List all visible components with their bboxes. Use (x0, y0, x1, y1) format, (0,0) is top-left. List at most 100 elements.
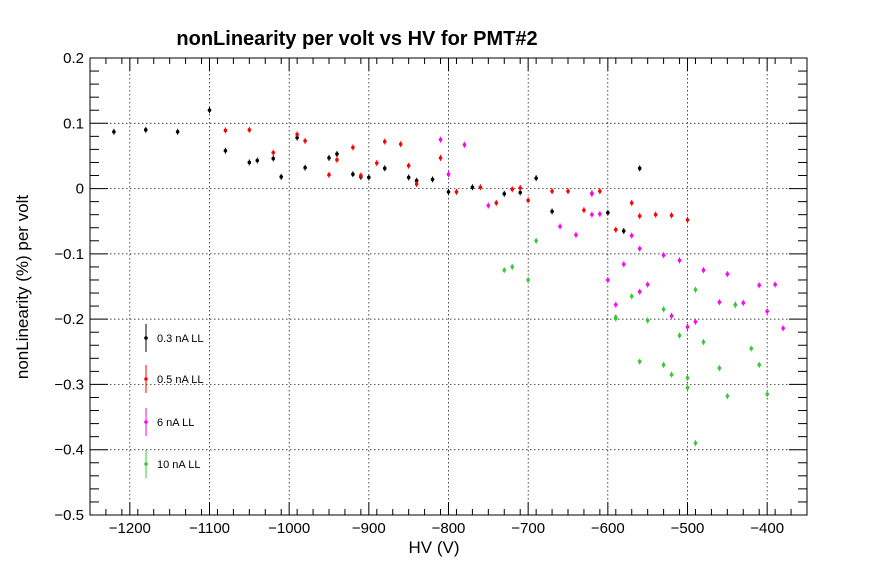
point-marker (677, 333, 682, 338)
point-marker (765, 309, 769, 314)
data-point (486, 202, 491, 209)
y-tick-label: 0 (76, 181, 84, 198)
data-point (494, 199, 499, 206)
point-marker (701, 340, 706, 344)
data-point (757, 361, 761, 368)
y-tick-label: 0.1 (63, 115, 84, 132)
data-point (414, 181, 419, 188)
point-marker (462, 143, 467, 147)
point-marker (614, 302, 618, 307)
data-point (701, 338, 706, 345)
legend-item: 0.3 nA LL (144, 324, 204, 352)
point-marker (502, 268, 507, 272)
data-point (685, 323, 690, 330)
x-tick-label: −800 (432, 520, 466, 537)
data-point (645, 317, 650, 324)
data-point (430, 176, 435, 183)
point-marker (271, 150, 276, 155)
point-marker (303, 165, 307, 170)
data-point (255, 157, 260, 164)
point-marker (414, 182, 419, 186)
point-marker (558, 224, 562, 229)
x-tick-label: −400 (750, 520, 784, 537)
legend-label: 10 nA LL (157, 459, 200, 471)
point-marker (382, 166, 387, 171)
data-point (438, 154, 443, 161)
data-point (550, 208, 554, 215)
point-marker (223, 148, 228, 153)
data-point (247, 159, 252, 166)
point-marker (566, 189, 570, 193)
data-point (781, 325, 785, 332)
point-marker (765, 392, 769, 397)
data-point (765, 391, 769, 398)
x-tick-label: −900 (352, 520, 386, 537)
point-marker (717, 366, 722, 370)
point-marker (621, 262, 626, 267)
data-point (629, 199, 634, 206)
point-marker (582, 208, 586, 212)
point-marker (518, 186, 522, 190)
point-marker (526, 278, 530, 282)
data-point (335, 156, 339, 163)
data-point (271, 155, 276, 162)
data-point (446, 171, 451, 178)
data-point (478, 184, 483, 191)
x-tick-label: −600 (591, 520, 625, 537)
point-marker (661, 253, 666, 257)
data-point (661, 252, 666, 259)
data-point (669, 212, 674, 219)
data-point (502, 267, 507, 274)
point-marker (693, 287, 698, 292)
point-marker (271, 156, 276, 161)
data-point (351, 144, 355, 151)
data-point (614, 226, 618, 233)
data-point (327, 171, 331, 178)
point-marker (279, 175, 284, 179)
data-point (621, 261, 626, 268)
point-marker (693, 319, 698, 324)
data-point (518, 184, 522, 191)
point-marker (598, 212, 602, 216)
data-point (685, 216, 690, 223)
data-point (725, 271, 730, 278)
point-marker (550, 189, 554, 193)
point-marker (510, 187, 515, 192)
point-marker (247, 160, 252, 165)
point-marker (645, 282, 650, 287)
data-point (590, 211, 594, 218)
point-marker (685, 325, 690, 329)
data-point (367, 174, 371, 181)
data-point (637, 212, 642, 219)
data-point (701, 267, 706, 274)
point-marker (733, 302, 738, 307)
point-marker (757, 363, 761, 367)
data-point (223, 147, 228, 154)
legend-item: 0.5 nA LL (144, 365, 204, 393)
point-marker (669, 372, 674, 377)
data-point (574, 231, 578, 238)
data-point (637, 358, 642, 365)
point-marker (621, 229, 626, 233)
legend-label: 0.3 nA LL (157, 333, 204, 345)
legend-item: 10 nA LL (144, 450, 200, 478)
point-marker (446, 172, 451, 177)
point-marker (550, 209, 554, 214)
data-point (582, 207, 586, 214)
point-marker (351, 145, 355, 150)
data-point (645, 281, 650, 288)
point-marker (725, 272, 730, 276)
point-marker (590, 212, 594, 217)
point-marker (470, 185, 475, 190)
point-marker (606, 278, 610, 282)
data-point (637, 165, 642, 172)
data-point (685, 374, 690, 381)
point-marker (303, 139, 307, 143)
legend-marker (144, 420, 148, 424)
data-point (398, 141, 403, 148)
data-point (382, 138, 387, 145)
legend-label: 0.5 nA LL (157, 374, 204, 386)
point-marker (430, 177, 435, 182)
data-point (454, 188, 459, 195)
point-marker (629, 294, 634, 299)
